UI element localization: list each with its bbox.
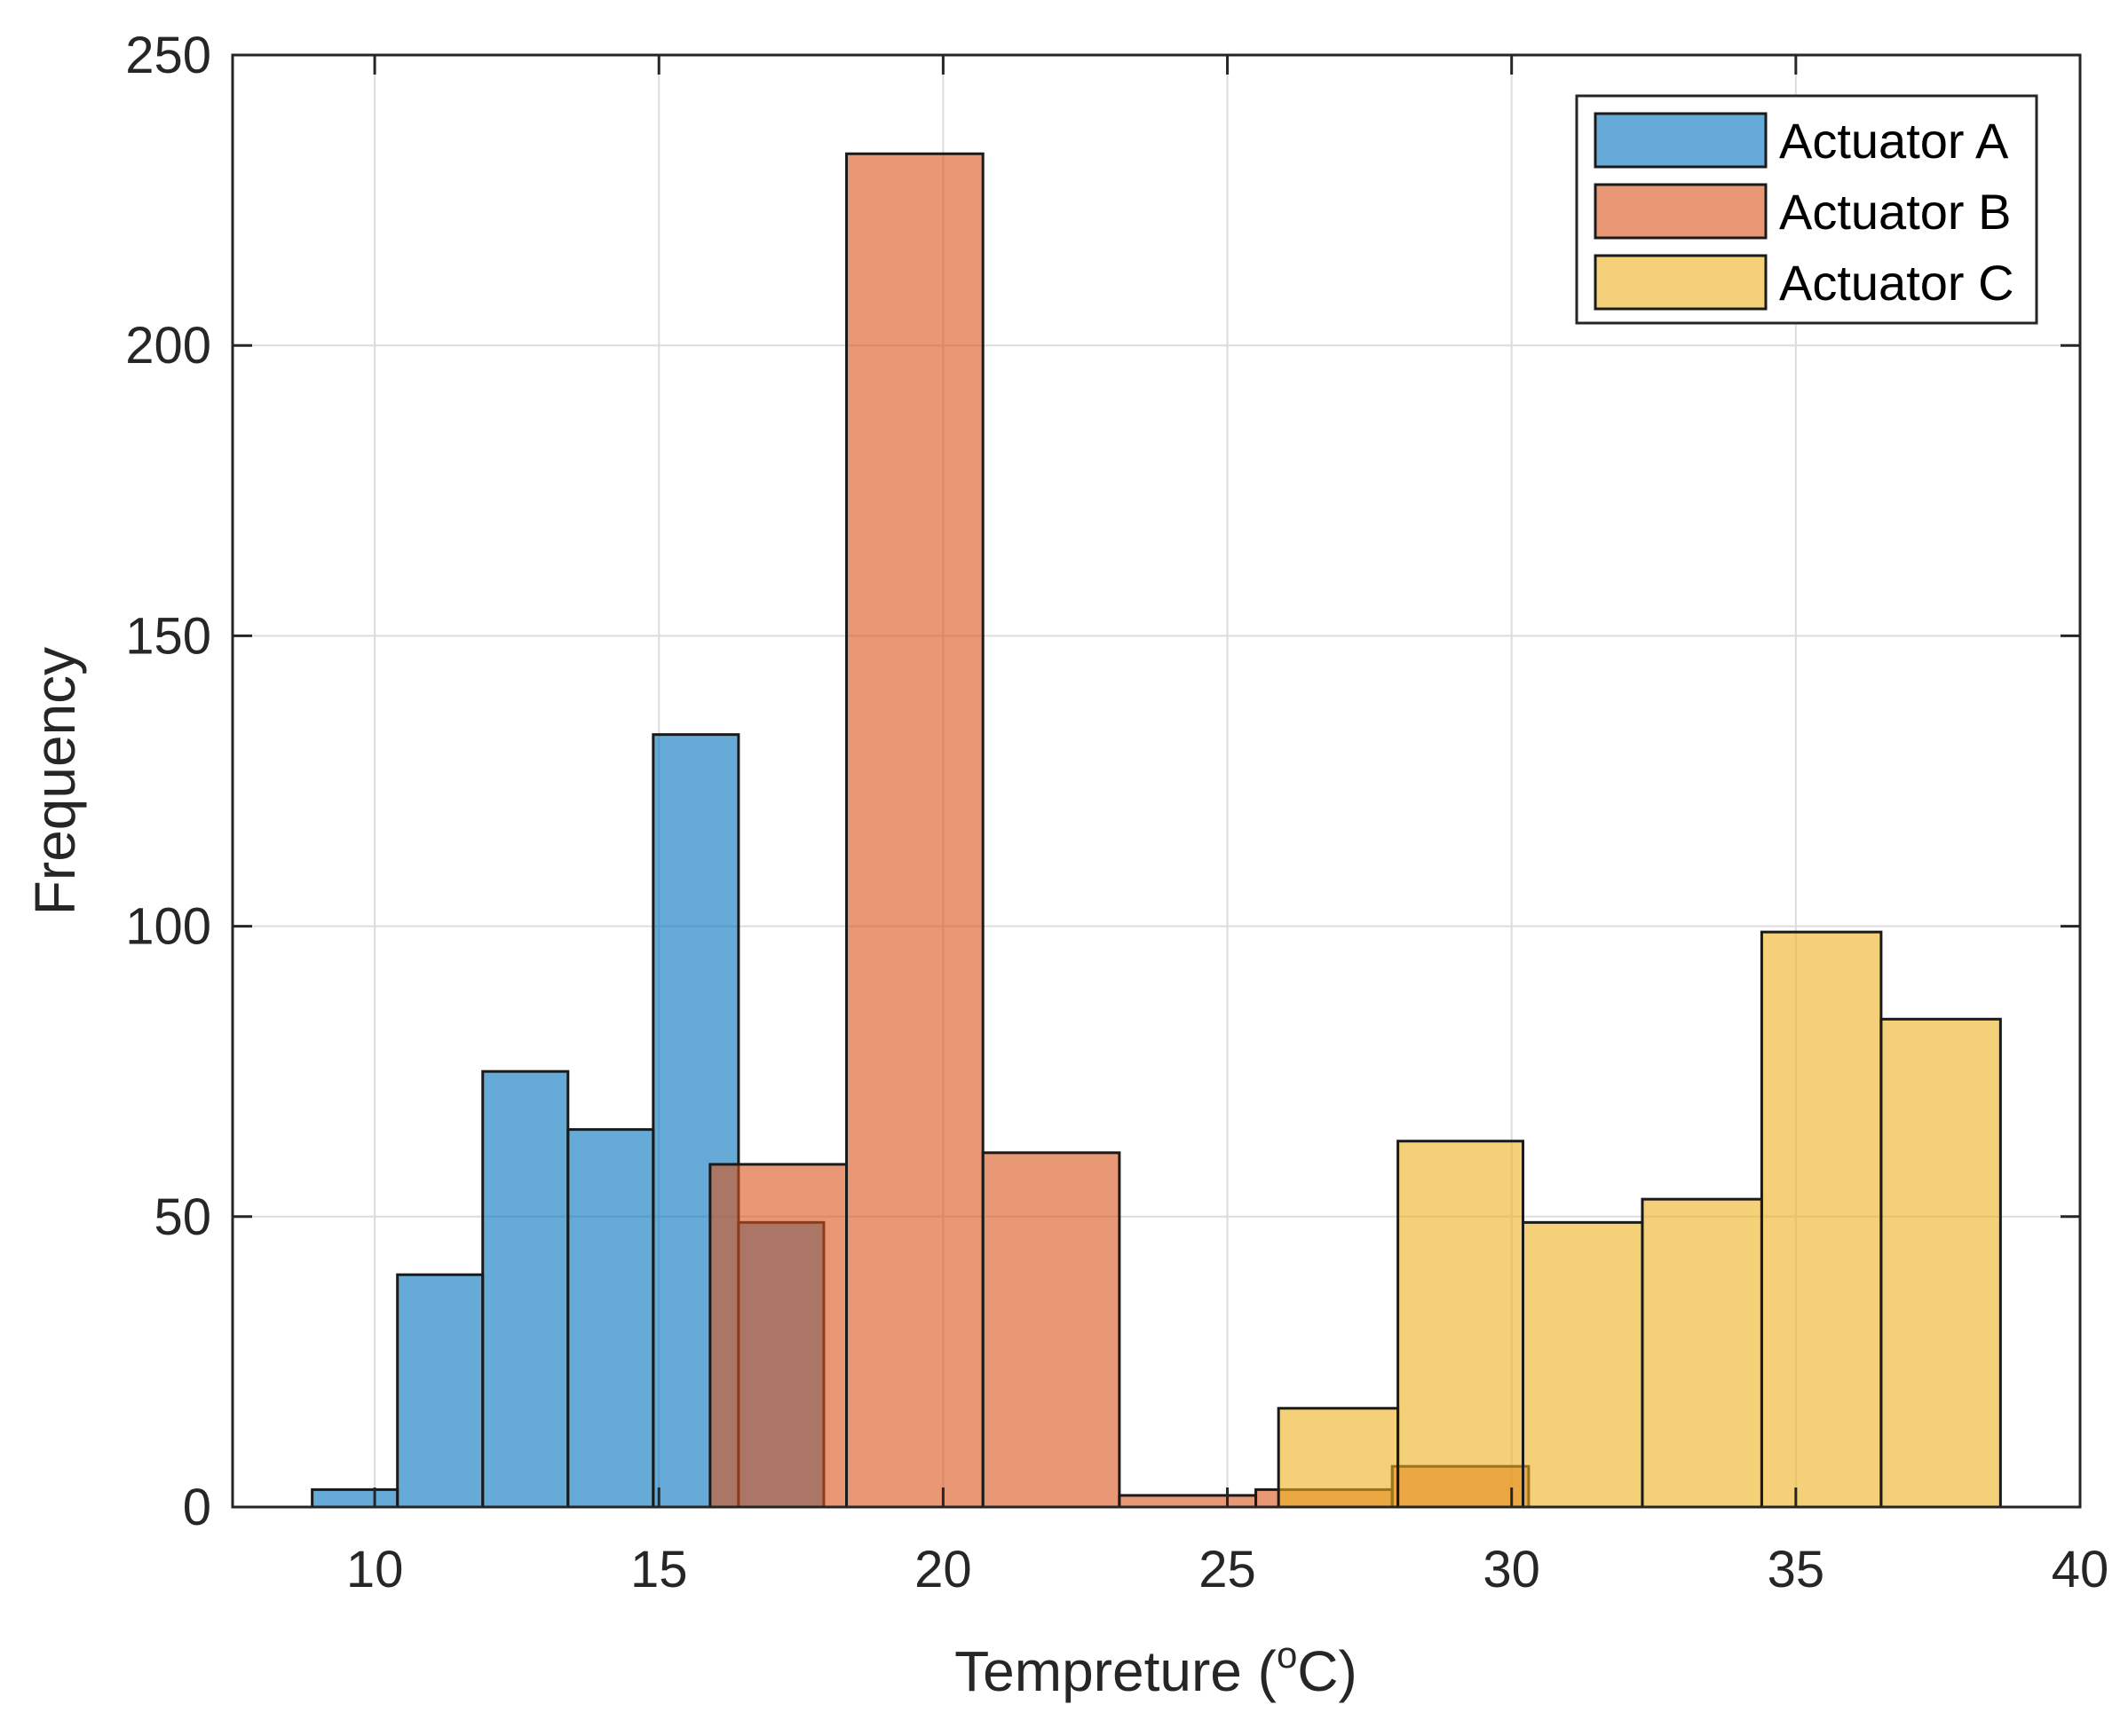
y-tick-label: 50: [154, 1188, 211, 1246]
histogram-bar: [845, 152, 985, 1509]
legend-swatch: [1594, 254, 1768, 311]
y-axis-label: Frequency: [23, 647, 87, 915]
histogram-bar: [708, 1163, 849, 1509]
y-tick-label: 0: [183, 1479, 211, 1536]
x-axis-label-main: Tempreture (: [954, 1639, 1277, 1703]
histogram-bar: [311, 1487, 399, 1509]
legend-item[interactable]: Actuator B: [1594, 183, 2011, 240]
x-axis-label-end: C): [1297, 1639, 1357, 1703]
x-tick-label: 40: [2052, 1541, 2109, 1598]
y-tick-label: 100: [125, 898, 211, 956]
histogram-bar: [1277, 1407, 1400, 1509]
y-tick-label: 200: [125, 317, 211, 375]
histogram-bar: [1879, 1017, 2002, 1509]
histogram-bar: [1396, 1140, 1524, 1509]
x-tick-labels: 10 15 20 25 30 35 40: [346, 1541, 2108, 1598]
histogram-bar: [1760, 930, 1883, 1509]
y-tick-label: 150: [125, 607, 211, 665]
legend-label: Actuator A: [1779, 113, 2009, 169]
histogram-bar: [1118, 1494, 1258, 1509]
legend[interactable]: Actuator A Actuator B Actuator C: [1575, 94, 2038, 325]
x-axis-label-superscript: o: [1277, 1634, 1297, 1676]
histogram-bar: [481, 1069, 570, 1509]
x-tick-label: 30: [1483, 1541, 1540, 1598]
x-axis-label: Tempreture (oC): [954, 1634, 1357, 1703]
x-tick-label: 20: [914, 1541, 972, 1598]
x-tick-label: 15: [630, 1541, 688, 1598]
legend-swatch: [1594, 183, 1768, 240]
histogram-bar: [566, 1128, 655, 1509]
x-tick-label: 10: [346, 1541, 404, 1598]
x-tick-label: 35: [1768, 1541, 1825, 1598]
bars-group: [311, 152, 2002, 1509]
legend-swatch: [1594, 112, 1768, 169]
tick-marks: [233, 53, 2082, 1509]
legend-label: Actuator C: [1779, 255, 2014, 311]
axes-box: [231, 53, 2082, 1509]
legend-item[interactable]: Actuator A: [1594, 112, 2009, 169]
histogram-bar: [981, 1151, 1121, 1509]
legend-label: Actuator B: [1779, 184, 2011, 240]
series-actuator-c: [1277, 930, 2002, 1509]
y-tick-labels: 0 50 100 150 200 250: [125, 27, 211, 1536]
histogram-bar: [396, 1273, 485, 1509]
histogram-bar: [1641, 1197, 1763, 1509]
y-tick-label: 250: [125, 27, 211, 84]
legend-item[interactable]: Actuator C: [1594, 254, 2014, 311]
x-tick-label: 25: [1198, 1541, 1256, 1598]
histogram-bar: [1521, 1220, 1644, 1509]
